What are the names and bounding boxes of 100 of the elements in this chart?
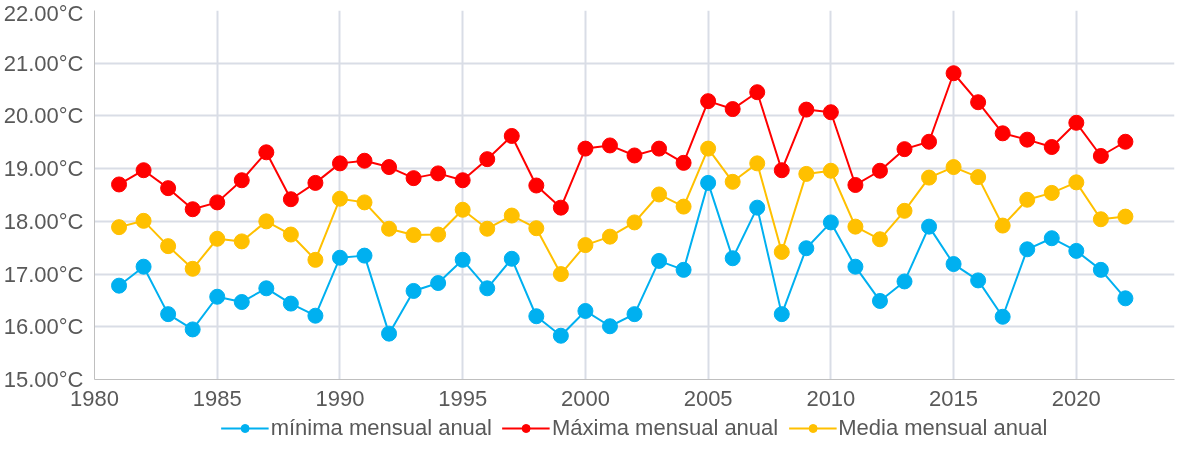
point [626, 147, 643, 164]
point [945, 65, 962, 82]
point [233, 294, 250, 310]
point [798, 101, 815, 118]
point [675, 198, 692, 215]
point [773, 306, 790, 323]
point [577, 237, 594, 254]
point [405, 170, 422, 187]
y-tick-label: 21.00°C [3, 50, 84, 76]
point [209, 194, 226, 211]
point [700, 174, 717, 191]
point [675, 154, 692, 171]
point [994, 125, 1011, 142]
point [749, 155, 766, 172]
point [651, 186, 668, 203]
point [773, 162, 790, 179]
point [233, 233, 250, 250]
point [847, 258, 864, 275]
point [1092, 261, 1109, 278]
point [601, 318, 618, 335]
point [921, 169, 938, 186]
point [994, 308, 1011, 325]
x-tick-label: 1990 [315, 385, 365, 411]
point [528, 177, 545, 194]
point [528, 308, 545, 325]
point [724, 173, 741, 190]
point [552, 266, 569, 283]
y-tick-label: 15.00°C [3, 367, 84, 392]
x-tick-label: 2005 [683, 385, 733, 411]
point [307, 174, 324, 191]
point [111, 176, 128, 193]
point [577, 140, 594, 157]
point [430, 165, 447, 182]
point [1043, 139, 1060, 156]
y-tick-label: 17.00°C [3, 261, 84, 287]
point [479, 151, 496, 168]
point [651, 140, 668, 157]
point [945, 159, 962, 176]
point [1068, 242, 1085, 259]
point [970, 94, 987, 111]
y-tick-label: 20.00°C [3, 103, 84, 129]
point [1068, 114, 1085, 131]
point [871, 231, 888, 248]
point [258, 213, 275, 230]
x-tick-label: 2010 [806, 385, 856, 411]
point [552, 199, 569, 216]
x-tick-label: 2015 [929, 385, 979, 411]
point [847, 218, 864, 235]
point [749, 84, 766, 101]
point [331, 155, 348, 172]
point [724, 250, 741, 267]
point [184, 260, 201, 277]
point [282, 226, 299, 243]
point [356, 194, 373, 211]
point [405, 227, 422, 244]
point [1043, 184, 1060, 201]
point [233, 172, 250, 189]
x-tick-label: 2000 [560, 385, 610, 411]
point [111, 277, 128, 294]
point [135, 212, 152, 229]
point [356, 152, 373, 169]
point [1117, 208, 1134, 225]
point [1117, 133, 1134, 150]
point [552, 327, 569, 344]
point [1019, 131, 1036, 148]
x-tick-label: 1985 [192, 385, 242, 411]
point [822, 104, 839, 121]
point [135, 162, 152, 179]
point [921, 218, 938, 235]
point [111, 219, 128, 236]
point [798, 165, 815, 182]
point [381, 159, 398, 176]
point [209, 288, 226, 305]
point [503, 250, 520, 267]
point [1043, 230, 1060, 247]
x-tick-label: 1995 [438, 385, 488, 411]
legend-label: Máxima mensual anual [551, 415, 779, 441]
point [822, 162, 839, 179]
point [282, 295, 299, 312]
point [700, 93, 717, 110]
point [430, 226, 447, 243]
point [454, 251, 471, 268]
point [994, 217, 1011, 234]
point [1019, 191, 1036, 208]
point [209, 230, 226, 247]
point [1019, 241, 1036, 258]
point [847, 177, 864, 193]
point [970, 272, 987, 289]
point [454, 201, 471, 218]
point [601, 137, 618, 154]
point [184, 321, 201, 338]
point [405, 282, 422, 299]
point [626, 306, 643, 323]
point [307, 307, 324, 324]
point [331, 249, 348, 266]
point [258, 144, 275, 161]
point [503, 207, 520, 224]
point [871, 292, 888, 309]
point [1117, 290, 1134, 307]
point [798, 240, 815, 257]
